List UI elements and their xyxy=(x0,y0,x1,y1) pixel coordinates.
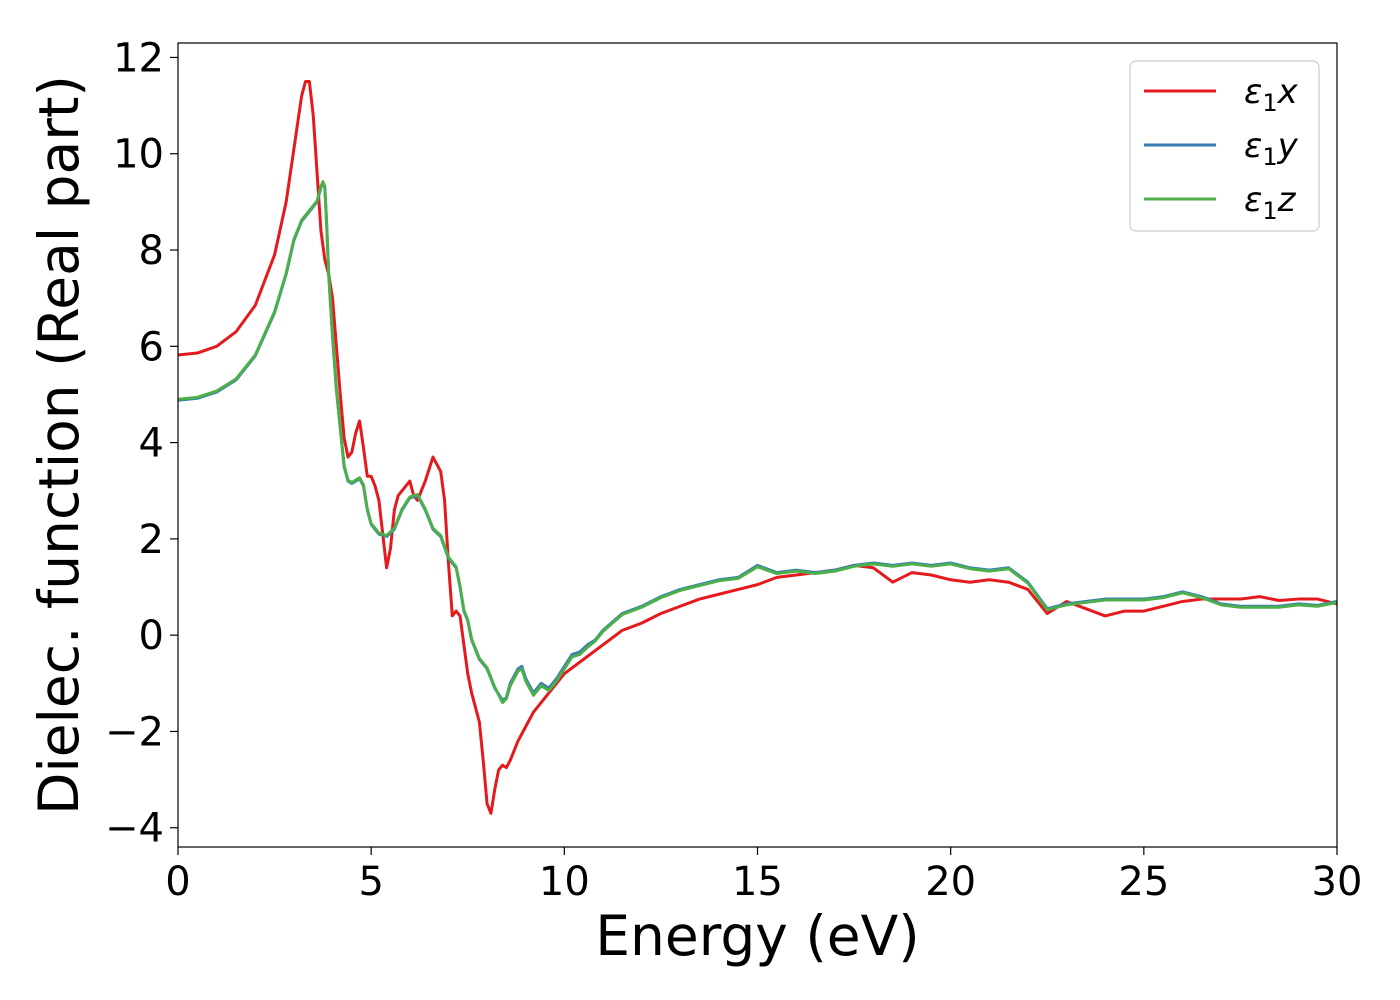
y-tick-label: 10 xyxy=(113,132,164,178)
legend-label-z: ε1z xyxy=(1244,180,1297,225)
legend-label-x: ε1x xyxy=(1244,72,1299,117)
x-tick-label: 25 xyxy=(1118,859,1169,905)
legend: ε1x ε1y ε1z xyxy=(1129,60,1320,232)
axes: 0 5 10 15 20 25 30 −4 −2 0 2 4 6 8 10 12 xyxy=(105,35,1362,905)
x-tick-label: 0 xyxy=(165,859,190,905)
x-tick-label: 10 xyxy=(539,859,590,905)
y-tick-label: 2 xyxy=(139,517,164,563)
y-tick-label: 6 xyxy=(139,324,164,370)
x-tick-label: 5 xyxy=(358,859,383,905)
legend-box xyxy=(1129,60,1320,232)
x-tick-label: 20 xyxy=(925,859,976,905)
legend-label-y: ε1y xyxy=(1244,126,1299,171)
y-axis-label: Dielec. function (Real part) xyxy=(27,75,91,815)
y-tick-label: −4 xyxy=(105,806,164,852)
x-tick-label: 30 xyxy=(1312,859,1363,905)
series-line-z xyxy=(178,180,1337,705)
plot-area xyxy=(178,80,1337,815)
y-tick-label: 4 xyxy=(139,421,164,467)
x-axis-label: Energy (eV) xyxy=(595,904,919,968)
y-tick-label: 0 xyxy=(139,613,164,659)
y-tick-label: 12 xyxy=(113,35,164,81)
series-line-x xyxy=(178,80,1337,815)
y-tick-label: 8 xyxy=(139,228,164,274)
x-tick-label: 15 xyxy=(732,859,783,905)
y-tick-label: −2 xyxy=(105,709,164,755)
